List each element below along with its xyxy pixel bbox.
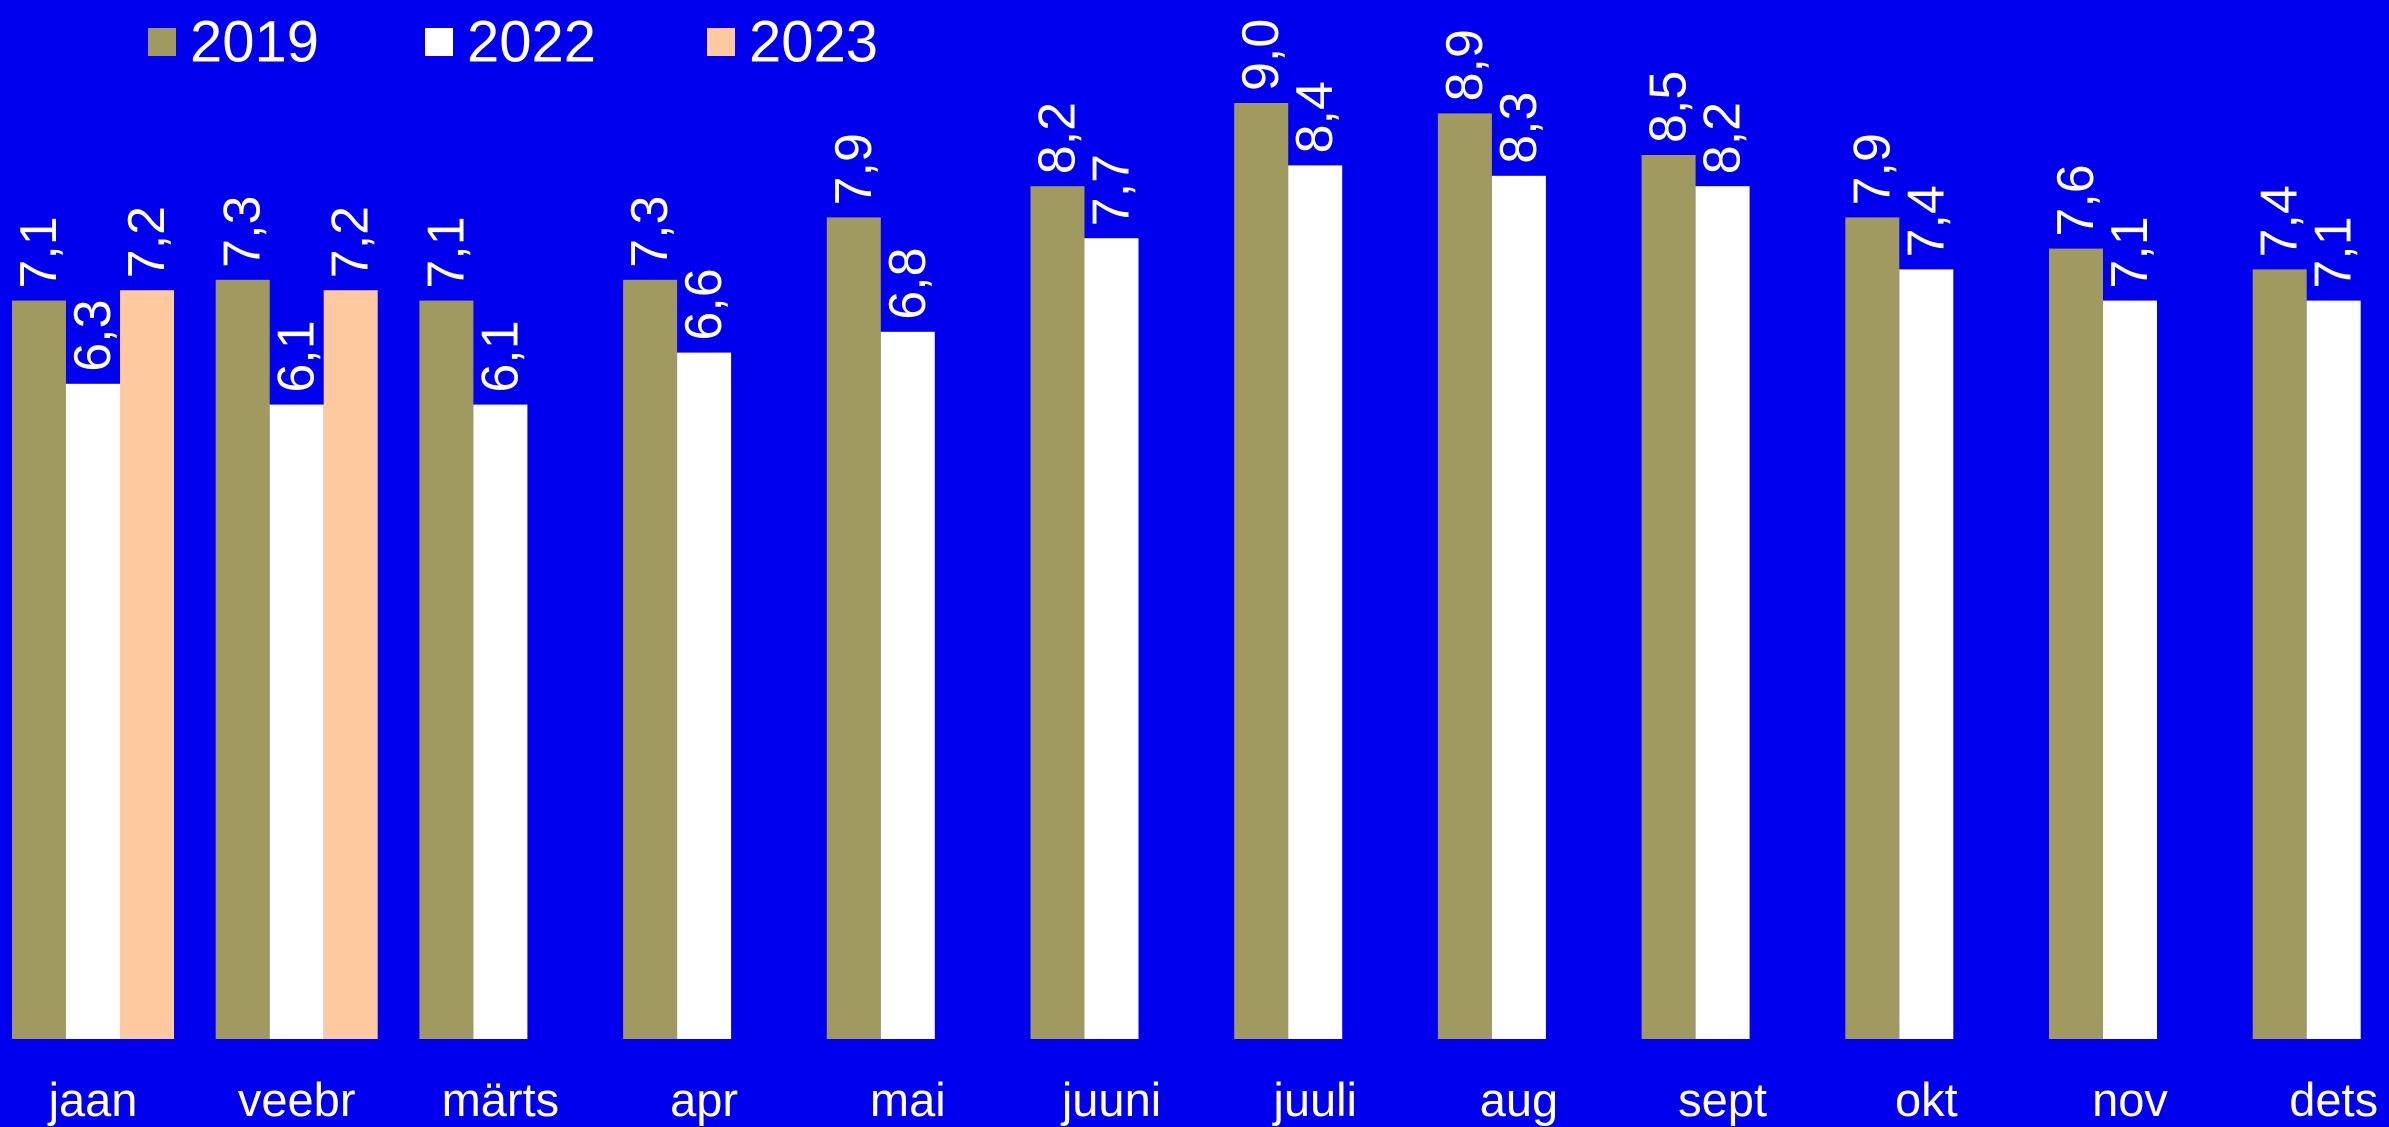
- bar-2019-aug: [1437, 113, 1492, 1039]
- value-label-2019-nov: 7,6: [2047, 164, 2105, 236]
- bar-2019-veebr: [215, 279, 270, 1039]
- bar-2022-sept: [1695, 186, 1750, 1039]
- x-tick-label-märts: märts: [442, 1073, 560, 1126]
- bar-2019-juuni: [1030, 186, 1085, 1039]
- x-tick-label-nov: nov: [2092, 1073, 2168, 1126]
- bar-2022-juuli: [1288, 165, 1343, 1039]
- x-tick-label-juuli: juuli: [1271, 1073, 1357, 1126]
- legend-label-2022: 2022: [467, 10, 596, 75]
- value-label-2019-sept: 8,5: [1640, 71, 1698, 143]
- bar-2019-juuli: [1234, 103, 1289, 1039]
- bar-2023-veebr: [323, 290, 378, 1039]
- x-axis-ticks: jaan veebr märts apr mai juuni juuli aug sept okt…: [47, 1073, 2379, 1126]
- value-label-2019-aug: 8,9: [1436, 29, 1494, 101]
- value-label-2022-märts: 6,1: [471, 320, 529, 392]
- x-tick-label-dets: dets: [2289, 1073, 2378, 1126]
- value-label-2022-jaan: 6,3: [64, 300, 122, 372]
- bar-2023-jaan: [120, 290, 174, 1039]
- value-label-2019-märts: 7,1: [417, 216, 475, 288]
- bar-2019-mai: [826, 217, 881, 1039]
- bar-2019-nov: [2049, 248, 2103, 1040]
- bar-2022-nov: [2103, 300, 2157, 1040]
- x-tick-label-mai: mai: [870, 1073, 946, 1126]
- bar-2022-okt: [1899, 269, 1954, 1039]
- x-tick-label-veebr: veebr: [238, 1073, 356, 1126]
- bar-2019-okt: [1845, 217, 1900, 1039]
- value-label-2022-aug: 8,3: [1490, 92, 1548, 164]
- value-label-2022-dets: 7,1: [2305, 216, 2363, 288]
- value-labels: 7,16,37,2 7,36,17,2 7,16,17,36,67,96,88,27…: [10, 19, 2363, 393]
- legend-label-2023: 2023: [749, 10, 878, 75]
- value-label-2022-mai: 6,8: [879, 248, 937, 320]
- bar-2022-apr: [677, 352, 732, 1040]
- value-label-2022-nov: 7,1: [2101, 216, 2159, 288]
- bar-2022-veebr: [269, 404, 324, 1040]
- x-tick-label-okt: okt: [1895, 1073, 1958, 1126]
- x-tick-label-aug: aug: [1480, 1073, 1558, 1126]
- x-tick-label-apr: apr: [670, 1073, 738, 1126]
- legend: 2019 2022 2023: [148, 10, 878, 75]
- value-label-2022-sept: 8,2: [1694, 102, 1752, 174]
- bar-2022-dets: [2306, 300, 2361, 1040]
- value-label-2023-jaan: 7,2: [118, 206, 176, 278]
- legend-swatch-2022: [425, 28, 453, 56]
- value-label-2019-okt: 7,9: [1843, 133, 1901, 205]
- value-label-2022-juuli: 8,4: [1286, 81, 1344, 153]
- bar-2022-aug: [1491, 175, 1546, 1040]
- value-label-2023-veebr: 7,2: [322, 206, 380, 278]
- x-tick-label-sept: sept: [1678, 1073, 1767, 1126]
- legend-label-2019: 2019: [190, 10, 319, 75]
- bars: [12, 103, 2361, 1040]
- value-label-2019-dets: 7,4: [2251, 185, 2309, 257]
- value-label-2019-juuli: 9,0: [1232, 19, 1290, 91]
- value-label-2022-apr: 6,6: [675, 268, 733, 340]
- value-label-2019-mai: 7,9: [825, 133, 883, 205]
- value-label-2022-veebr: 6,1: [268, 320, 326, 392]
- legend-swatch-2023: [707, 28, 735, 56]
- bar-2019-jaan: [12, 300, 66, 1040]
- value-label-2019-apr: 7,3: [621, 196, 679, 268]
- value-label-2019-jaan: 7,1: [10, 216, 68, 288]
- bar-2022-mai: [880, 331, 935, 1039]
- bar-2019-märts: [419, 300, 474, 1040]
- value-label-2022-okt: 7,4: [1897, 185, 1955, 257]
- bar-2022-juuni: [1084, 238, 1139, 1039]
- bar-2019-dets: [2252, 269, 2307, 1039]
- x-tick-label-jaan: jaan: [47, 1073, 138, 1126]
- bar-2022-jaan: [66, 383, 120, 1039]
- bar-2019-sept: [1641, 155, 1696, 1039]
- value-label-2019-juuni: 8,2: [1029, 102, 1087, 174]
- value-label-2019-veebr: 7,3: [214, 196, 272, 268]
- x-tick-label-juuni: juuni: [1060, 1073, 1161, 1126]
- bar-2022-märts: [473, 404, 528, 1040]
- bar-2019-apr: [623, 279, 678, 1039]
- value-label-2022-juuni: 7,7: [1083, 154, 1141, 226]
- legend-swatch-2019: [148, 28, 176, 56]
